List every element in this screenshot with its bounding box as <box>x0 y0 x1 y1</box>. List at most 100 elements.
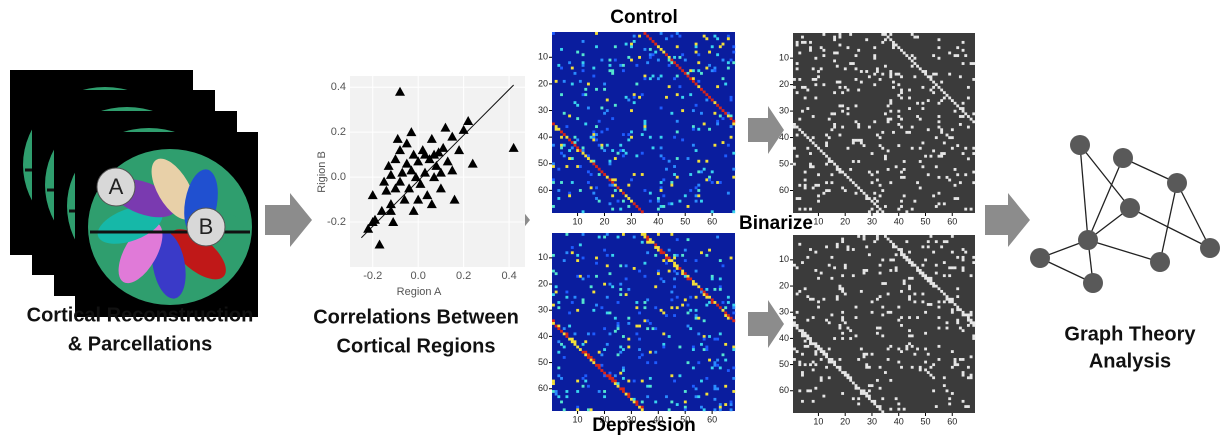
y-tick-label: 20 <box>538 278 548 288</box>
cell <box>598 390 601 393</box>
cell <box>660 146 663 149</box>
cell <box>722 43 725 46</box>
cell <box>592 67 595 70</box>
cell <box>796 155 799 158</box>
cell <box>820 272 823 275</box>
cell <box>576 406 579 409</box>
cell <box>660 154 663 157</box>
cell <box>833 126 836 129</box>
cell <box>662 194 665 197</box>
cell <box>662 259 665 262</box>
cell <box>625 152 628 155</box>
cell <box>812 165 815 168</box>
cell <box>943 91 946 94</box>
cell <box>932 54 935 57</box>
cell <box>582 385 585 388</box>
y-axis-label: Rigion B <box>316 151 328 193</box>
cell <box>697 361 700 364</box>
cell <box>689 327 692 330</box>
cell <box>700 380 703 383</box>
cell <box>833 266 836 269</box>
cell <box>924 70 927 73</box>
cell <box>625 264 628 267</box>
cell <box>582 69 585 72</box>
cell <box>951 266 954 269</box>
cell <box>635 325 638 328</box>
cell <box>825 144 828 147</box>
cell <box>820 348 823 351</box>
cell <box>796 134 799 137</box>
cell <box>967 314 970 317</box>
cell <box>646 241 649 244</box>
cell <box>574 101 577 104</box>
cell <box>614 184 617 187</box>
cell <box>943 261 946 264</box>
cell <box>887 358 890 361</box>
cell <box>962 256 965 259</box>
cell <box>619 293 622 296</box>
x-tick-label: 30 <box>867 216 877 226</box>
cell <box>697 189 700 192</box>
cell <box>614 380 617 383</box>
cell <box>970 62 973 65</box>
cell <box>825 245 828 248</box>
cell <box>619 208 622 211</box>
cell <box>730 317 733 320</box>
cell <box>627 322 630 325</box>
cell <box>809 337 812 340</box>
cell <box>695 395 698 398</box>
cell <box>812 142 815 145</box>
cell <box>924 277 927 280</box>
cell <box>695 83 698 86</box>
cell <box>908 298 911 301</box>
cell <box>857 126 860 129</box>
cell <box>673 314 676 317</box>
cell <box>959 308 962 311</box>
cell <box>879 408 882 411</box>
cell <box>817 345 820 348</box>
cell <box>935 272 938 275</box>
cell <box>962 107 965 110</box>
cell <box>557 306 560 309</box>
cell <box>705 37 708 40</box>
cell <box>614 330 617 333</box>
cell <box>697 128 700 131</box>
cell <box>552 304 555 307</box>
cell <box>887 149 890 152</box>
x-tick-label: 60 <box>947 216 957 226</box>
cell <box>625 43 628 46</box>
cell <box>730 99 733 102</box>
cell <box>627 380 630 383</box>
cell <box>817 300 820 303</box>
cell <box>798 78 801 81</box>
cell <box>641 93 644 96</box>
cell <box>911 33 914 36</box>
cell <box>809 389 812 392</box>
cell <box>863 392 866 395</box>
cell <box>873 192 876 195</box>
cell <box>722 264 725 267</box>
cell <box>868 253 871 256</box>
cell <box>822 353 825 356</box>
x-tick-label: 60 <box>707 216 717 226</box>
cell <box>911 334 914 337</box>
cell <box>727 192 730 195</box>
cell <box>857 403 860 406</box>
cell <box>678 374 681 377</box>
cell <box>579 165 582 168</box>
cell <box>809 298 812 301</box>
cell <box>801 353 804 356</box>
cell <box>644 306 647 309</box>
cell <box>897 123 900 126</box>
cell <box>662 332 665 335</box>
cell <box>695 104 698 107</box>
cell <box>908 329 911 332</box>
cell <box>722 77 725 80</box>
cell <box>614 45 617 48</box>
cell <box>879 144 882 147</box>
cell <box>732 210 735 213</box>
cell <box>847 112 850 115</box>
cell <box>956 306 959 309</box>
cell <box>579 149 582 152</box>
cell <box>662 280 665 283</box>
